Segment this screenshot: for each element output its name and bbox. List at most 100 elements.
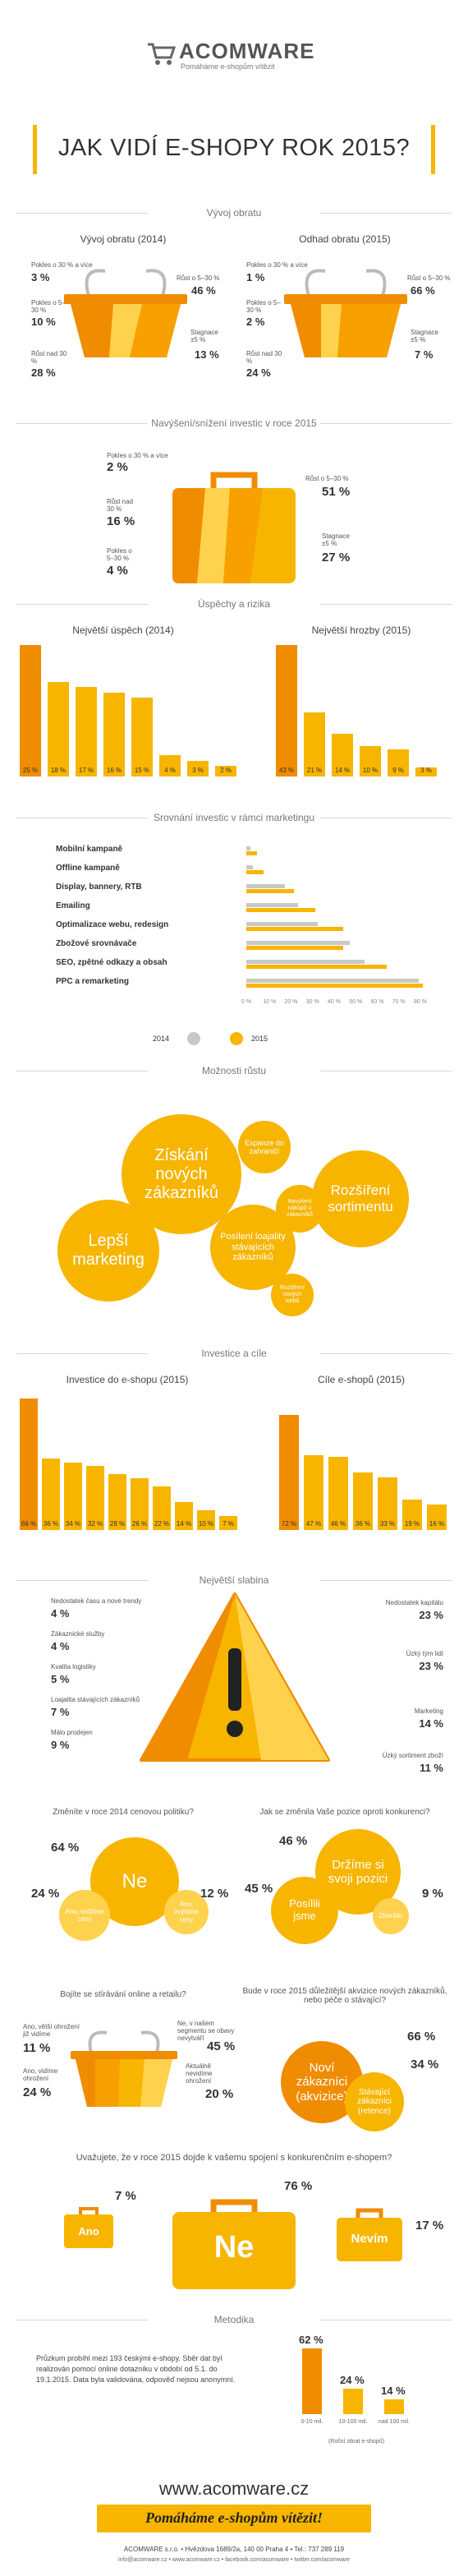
section-moznosti-title: Možnosti růstu	[0, 1065, 468, 1076]
uspechy-left-bar	[76, 687, 97, 776]
slabina-left-value: 5 %	[51, 1673, 70, 1685]
q1-b-val: 12 %	[200, 1887, 229, 1901]
obrat-right-title: Odhad obratu (2015)	[299, 233, 391, 245]
obrat-l-label-1: Pokles o 30 % a více	[31, 261, 93, 269]
marketing-row-label: Offline kampaně	[56, 864, 120, 873]
cile-left-bar	[153, 1486, 171, 1530]
marketing-bar-2014	[246, 979, 419, 983]
marketing-row-label: Zbožové srovnávače	[56, 939, 137, 948]
slabina-right-label: Marketing	[414, 1707, 443, 1715]
uspechy-right-bar	[332, 734, 353, 776]
uspechy-left-bar	[48, 682, 69, 776]
footer-links[interactable]: info@acomware.cz • www.acomware.cz • fac…	[117, 2557, 351, 2563]
marketing-axis-tick: 40 %	[328, 999, 341, 1005]
q3-label-4: Aktuálně nevidíme ohrožení	[186, 2062, 213, 2085]
q2-mid-val: 45 %	[245, 1882, 273, 1896]
cile-left-bar	[108, 1474, 126, 1530]
warning-triangle-icon	[138, 1591, 332, 1767]
cile-left-title: Investice do e-shopu (2015)	[66, 1374, 189, 1385]
cile-right-bar	[378, 1477, 397, 1530]
uspechy-left-bar	[131, 698, 153, 776]
slabina-left-label: Loajalita stávajících zákazníků	[51, 1696, 140, 1703]
obrat-r-val-1: 1 %	[246, 271, 265, 283]
q3-val-1: 11 %	[23, 2041, 51, 2055]
cile-left-bar	[131, 1478, 149, 1530]
section-investice-change-title: Navýšení/snížení investic v roce 2015	[0, 417, 468, 429]
cile-left-bar	[175, 1502, 193, 1530]
q3-val-4: 20 %	[205, 2087, 234, 2101]
obrat-l-val-4: 46 %	[191, 284, 216, 297]
bubble-nakupy: Navýšení nákupů u zákazníků	[276, 1185, 323, 1233]
footer-address: ACOMWARE s.r.o. • Hvězdova 1689/2a, 140 …	[123, 2546, 345, 2553]
logo-cart-icon	[146, 41, 177, 70]
slabina-left-label: Málo prodejen	[51, 1729, 93, 1736]
obrat-r-label-5: Stagnace ±5 %	[411, 329, 438, 344]
briefcase-icon	[172, 468, 296, 588]
cile-left-value: 10 %	[198, 1520, 214, 1528]
q3-question: Bojíte se stírávání online a retailu?	[60, 1990, 186, 1999]
marketing-axis-tick: 10 %	[263, 999, 277, 1005]
slabina-left-value: 9 %	[51, 1739, 70, 1751]
obrat-r-val-5: 7 %	[415, 348, 434, 361]
obrat-r-val-2: 2 %	[246, 316, 265, 328]
slabina-left-label: Nedostatek času a nové trendy	[51, 1597, 142, 1605]
q3-label-2: Ano, vidíme ohrožení	[23, 2067, 58, 2083]
q2-big-val: 46 %	[279, 1834, 308, 1848]
footer-slogan-bar	[97, 2505, 371, 2532]
cile-left-bar	[219, 1516, 237, 1530]
q1-a-val: 24 %	[31, 1887, 60, 1901]
uspechy-left-title: Největší úspěch (2014)	[72, 624, 174, 636]
q2-small-bubble: Zhoršilo	[373, 1898, 409, 1934]
legend-2014-dot	[187, 1032, 200, 1045]
uspechy-left-bar	[159, 755, 181, 776]
obrat-l-label-4: Růst o 5–30 %	[177, 274, 220, 282]
uspechy-right-bar	[415, 767, 437, 776]
obrat-l-label-3: Růst nad 30 %	[31, 350, 67, 366]
q5-ne-val: 76 %	[284, 2179, 313, 2193]
inv-label-5: Stagnace ±5 %	[322, 532, 350, 548]
footer-url[interactable]: www.acomware.cz	[158, 2478, 310, 2499]
inv-val-1: 2 %	[107, 460, 128, 474]
obrat-l-val-5: 13 %	[195, 348, 219, 361]
slabina-right-value: 23 %	[419, 1609, 443, 1621]
obrat-l-val-2: 10 %	[31, 316, 56, 328]
metodika-caption: (Roční obrat e-shopů)	[328, 2439, 385, 2445]
obrat-l-val-3: 28 %	[31, 366, 56, 379]
marketing-row-label: Mobilní kampaně	[56, 845, 123, 854]
metodika-bar	[343, 2389, 363, 2414]
uspechy-right-value: 21 %	[306, 767, 323, 774]
cile-right-value: 19 %	[404, 1520, 420, 1528]
slabina-left-value: 7 %	[51, 1706, 70, 1718]
cile-left-value: 7 %	[223, 1520, 234, 1528]
inv-val-5: 27 %	[322, 551, 351, 565]
cile-right-bar	[402, 1500, 422, 1530]
cile-right-value: 46 %	[330, 1520, 346, 1528]
uspechy-left-value: 18 %	[50, 767, 67, 774]
marketing-row-label: Optimalizace webu, redesign	[56, 920, 169, 929]
slabina-right-label: Úzký sortiment zboží	[382, 1752, 443, 1759]
marketing-axis-tick: 0 %	[241, 999, 252, 1005]
q2-small-val: 9 %	[422, 1887, 443, 1901]
cile-left-value: 14 %	[176, 1520, 192, 1528]
marketing-bar-2015	[246, 889, 294, 893]
q5-ano-val: 7 %	[115, 2189, 136, 2203]
brand-tagline: Pomáháme e-shopům vítězit	[181, 62, 275, 71]
uspechy-left-value: 2 %	[220, 767, 232, 774]
section-marketing-title: Srovnání investic v rámci marketingu	[0, 812, 468, 823]
marketing-bar-2015	[246, 927, 343, 931]
marketing-axis-tick: 60 %	[370, 999, 384, 1005]
uspechy-right-value: 3 %	[420, 767, 432, 774]
cile-left-value: 22 %	[154, 1520, 170, 1528]
uspechy-right-bar	[360, 746, 381, 776]
slabina-right-value: 14 %	[419, 1717, 443, 1730]
inv-val-2: 16 %	[107, 514, 135, 528]
marketing-bar-2014	[246, 865, 253, 869]
uspechy-right-value: 9 %	[392, 767, 404, 774]
q2-question: Jak se změnila Vaše pozice oproti konkur…	[259, 1808, 430, 1817]
marketing-bar-2014	[246, 960, 365, 964]
marketing-axis-tick: 80 %	[414, 999, 427, 1005]
metodika-value: 62 %	[299, 2334, 323, 2346]
uspechy-left-value: 3 %	[192, 767, 204, 774]
marketing-axis-tick: 50 %	[349, 999, 363, 1005]
footer-slogan: Pomáháme e-shopům vítězit!	[145, 2509, 323, 2526]
